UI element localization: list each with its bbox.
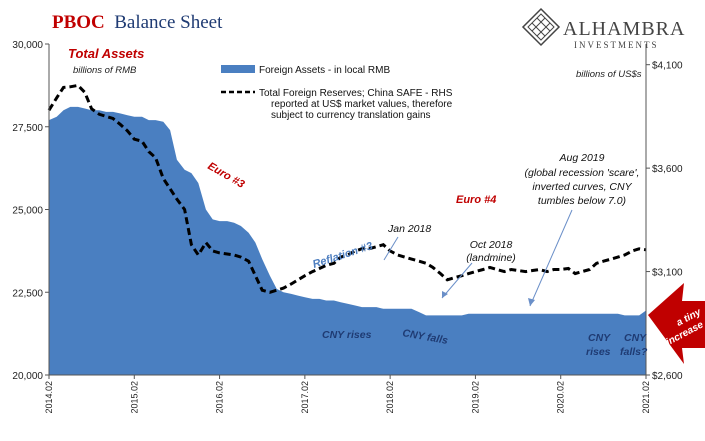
annotation-jan2018: Jan 2018 [387,223,431,235]
annotation-oct2018-2: (landmine) [466,252,516,264]
annotation-aug2019-2: (global recession 'scare', [525,167,640,179]
diamond-lattice-icon [521,7,561,47]
red-arrow-shape [648,283,705,364]
legend-line-label-1: Total Foreign Reserves; China SAFE - RHS [259,88,453,99]
annotation-cny-falls-2a: CNY [624,332,647,344]
left-tick-label: 22,500 [12,288,43,299]
legend-line-label-2: reported at US$ market values, therefore [271,99,453,110]
pointer-aug2019 [529,209,573,307]
annotation-aug2019-3: inverted curves, CNY [532,181,632,193]
legend-area-label: Foreign Assets - in local RMB [259,65,390,76]
left-axis-unit: billions of RMB [73,65,137,76]
area-layer [49,106,646,376]
legend: Foreign Assets - in local RMB Total Fore… [221,65,453,121]
annotation-aug2019-4: tumbles below 7.0) [538,195,626,207]
annotation-aug2019-1: Aug 2019 [559,152,605,164]
line-layer [47,83,647,294]
pointer-jan2018 [383,236,399,261]
x-tick-label: 2014.02 [44,381,54,414]
title-balance-sheet: Balance Sheet [114,12,223,33]
legend-area-swatch [221,65,255,73]
logo-name: ALHAMBRA [563,18,685,40]
right-tick-label: $4,100 [652,61,683,72]
right-tick-label: $3,600 [652,164,683,175]
right-ticks: $2,600 $3,100 $3,600 $4,100 [646,61,683,382]
x-tick-label: 2018.02 [385,381,395,414]
left-tick-label: 20,000 [12,371,43,382]
right-tick-label: $2,600 [652,371,683,382]
x-ticks: 2014.02 2015.02 2016.02 2017.02 2018.02 2019.… [44,375,651,414]
annotation-euro4: Euro #4 [456,194,496,206]
annotation-oct2018-1: Oct 2018 [470,239,513,251]
x-tick-label: 2020.02 [556,381,566,414]
left-tick-label: 25,000 [12,206,43,217]
foreign-assets-area [49,106,646,376]
left-tick-label: 27,500 [12,123,43,134]
foreign-reserves-line [47,83,647,294]
annotation-cny-rises-2a: CNY [588,332,611,344]
x-tick-label: 2019.02 [470,381,480,414]
pointer-aug2019-head [528,298,535,306]
x-tick-label: 2015.02 [129,381,139,414]
chart-title: PBOC Balance Sheet [52,12,223,33]
logo-subtitle: INVESTMENTS [574,40,659,50]
legend-line-label-3: subject to currency translation gains [271,110,431,121]
pointer-oct2018-head [442,291,448,298]
right-tick-label: $3,100 [652,268,683,279]
right-axis-unit: billions of US$s [576,69,642,80]
left-tick-label: 30,000 [12,40,43,51]
left-axis-heading: Total Assets [68,46,144,61]
tiny-increase-arrow: a tiny increase [648,283,705,364]
x-tick-label: 2021.02 [641,381,651,414]
annotation-reflation3: Reflation #3 [311,240,374,271]
annotation-cny-rises-2b: rises [586,346,611,358]
pointer-oct2018 [441,262,473,299]
x-tick-label: 2017.02 [300,381,310,414]
alhambra-logo: ALHAMBRA INVESTMENTS [521,7,685,50]
x-tick-label: 2016.02 [215,381,225,414]
title-pboc: PBOC [52,12,105,33]
left-ticks: 20,000 22,500 25,000 27,500 30,000 [12,40,49,382]
annotation-cny-rises-1: CNY rises [322,329,372,341]
annotation-cny-falls-2b: falls? [620,346,648,358]
annotation-euro3: Euro #3 [206,160,247,191]
